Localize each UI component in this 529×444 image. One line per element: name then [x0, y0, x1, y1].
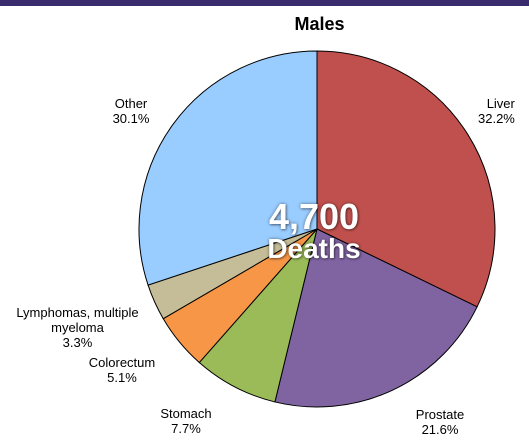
center-total-unit: Deaths — [267, 233, 361, 264]
slice-label-prostate: Prostate 21.6% — [410, 407, 470, 437]
slice-label-other: Other 30.1% — [104, 96, 158, 126]
slice-label-lymphomas: Lymphomas, multiple myeloma 3.3% — [10, 305, 145, 350]
slice-label-stomach: Stomach 7.7% — [153, 406, 219, 436]
slice-name: Other — [114, 96, 148, 111]
slice-name: Stomach — [160, 406, 212, 421]
slice-percent: 7.7% — [171, 421, 201, 436]
slice-name: Colorectum — [88, 355, 156, 370]
slice-percent: 3.3% — [62, 335, 93, 350]
pie-slice-liver — [316, 50, 496, 308]
slice-percent: 21.6% — [421, 422, 459, 437]
chart-title: Males — [294, 14, 345, 34]
top-border-bar — [0, 0, 529, 6]
pie-slice-other — [138, 50, 318, 286]
slice-label-colorectum: Colorectum 5.1% — [80, 355, 164, 385]
slice-percent: 32.2% — [478, 111, 515, 126]
slice-name: Prostate — [415, 407, 465, 422]
pie-slice-prostate — [274, 228, 478, 408]
slice-percent: 5.1% — [107, 370, 137, 385]
slice-percent: 30.1% — [112, 111, 150, 126]
slice-name: Liver — [486, 96, 515, 111]
center-total-value: 4,700 — [268, 196, 360, 237]
slice-label-liver: Liver 32.2% — [478, 96, 515, 126]
slice-name: Lymphomas, multiple myeloma — [16, 305, 139, 335]
